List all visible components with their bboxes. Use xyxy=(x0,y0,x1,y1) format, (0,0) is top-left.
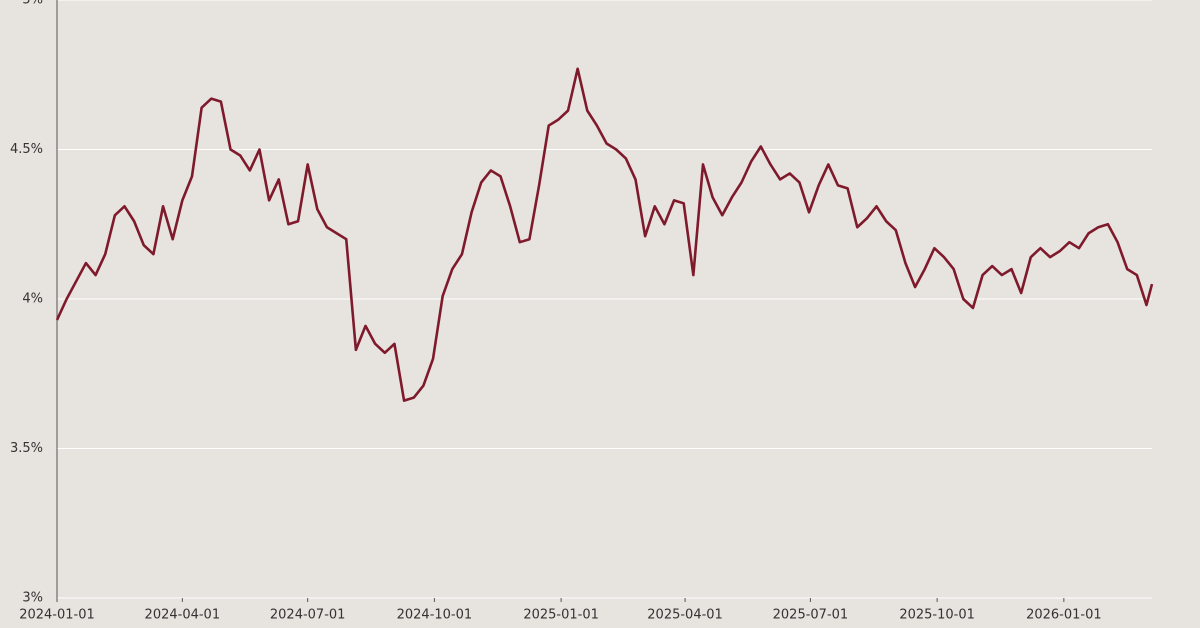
line-series xyxy=(55,67,1154,402)
x-tick-label: 2025-04-01 xyxy=(647,608,723,623)
y-tick-label: 4% xyxy=(22,292,43,307)
y-tick-label: 3.5% xyxy=(10,441,43,456)
y-tick-label: 3% xyxy=(22,591,43,606)
y-tick-label: 4.5% xyxy=(10,142,43,157)
grid xyxy=(57,0,1152,599)
x-tick-label: 2024-07-01 xyxy=(270,608,346,623)
x-tick-label: 2025-07-01 xyxy=(773,608,849,623)
x-tick-label: 2026-01-01 xyxy=(1026,608,1102,623)
plot xyxy=(55,67,1154,402)
y-tick-label: 5% xyxy=(22,0,43,8)
x-tick-label: 2024-01-01 xyxy=(19,608,95,623)
x-tick-label: 2025-01-01 xyxy=(523,608,599,623)
x-tick-label: 2025-10-01 xyxy=(899,608,975,623)
x-tick-label: 2024-10-01 xyxy=(397,608,473,623)
x-tick-label: 2024-04-01 xyxy=(145,608,221,623)
